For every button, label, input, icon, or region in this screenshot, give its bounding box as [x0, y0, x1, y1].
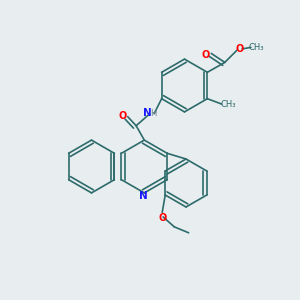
Text: O: O — [118, 111, 127, 121]
Text: CH₃: CH₃ — [248, 43, 264, 52]
Text: CH₃: CH₃ — [220, 100, 236, 109]
Text: O: O — [235, 44, 243, 54]
Text: H: H — [150, 109, 156, 118]
Text: O: O — [202, 50, 210, 60]
Text: N: N — [139, 191, 148, 201]
Text: O: O — [159, 213, 167, 223]
Text: N: N — [143, 108, 152, 118]
